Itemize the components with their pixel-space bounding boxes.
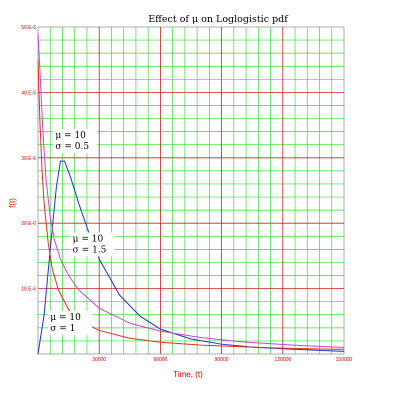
y-tick-label: 30.E-6 [21, 156, 36, 162]
annotation-text: μ = 10 [55, 131, 86, 141]
annotation-background [70, 232, 115, 257]
y-tick-label: 10.E-6 [21, 287, 36, 293]
plot-area [37, 26, 345, 355]
annotation-background [48, 310, 93, 335]
annotation-text: μ = 10 [50, 313, 81, 323]
annotation-text: σ = 0.5 [55, 142, 89, 152]
annotation-text: μ = 10 [73, 235, 104, 245]
chart-title: Effect of μ on Loglogistic pdf [148, 14, 289, 25]
tick-layer: 30000 60000 90000 120000 150000 10.E-6 20.E-6 3… [21, 25, 352, 363]
x-tick-label: 30000 [92, 357, 106, 363]
annotation-text: σ = 1 [50, 324, 75, 334]
x-tick-label: 120000 [274, 357, 291, 363]
x-tick-label: 60000 [153, 357, 167, 363]
curve-annotation-1: μ = 10σ = 0.5 [53, 129, 98, 154]
y-tick-label: 20.E-6 [21, 221, 36, 227]
y-axis-label: f(t) [8, 198, 17, 208]
curve-annotation-2: μ = 10σ = 1.5 [70, 232, 115, 257]
plot-frame [37, 26, 345, 355]
x-axis-label: Time, (t) [173, 370, 203, 379]
annotation-background [53, 129, 98, 154]
y-tick-label: 40.E-6 [21, 90, 36, 96]
grid [38, 27, 344, 354]
curve-annotation-3: μ = 10σ = 1 [48, 310, 93, 335]
series-line-2 [37, 33, 345, 348]
y-tick-label: 50.E-6 [21, 25, 36, 31]
x-tick-label: 150000 [336, 357, 353, 363]
annotation-layer: μ = 10σ = 0.5μ = 10σ = 1.5μ = 10σ = 1 [48, 129, 115, 335]
annotation-text: σ = 1.5 [73, 246, 107, 256]
x-tick-label: 90000 [215, 357, 229, 363]
